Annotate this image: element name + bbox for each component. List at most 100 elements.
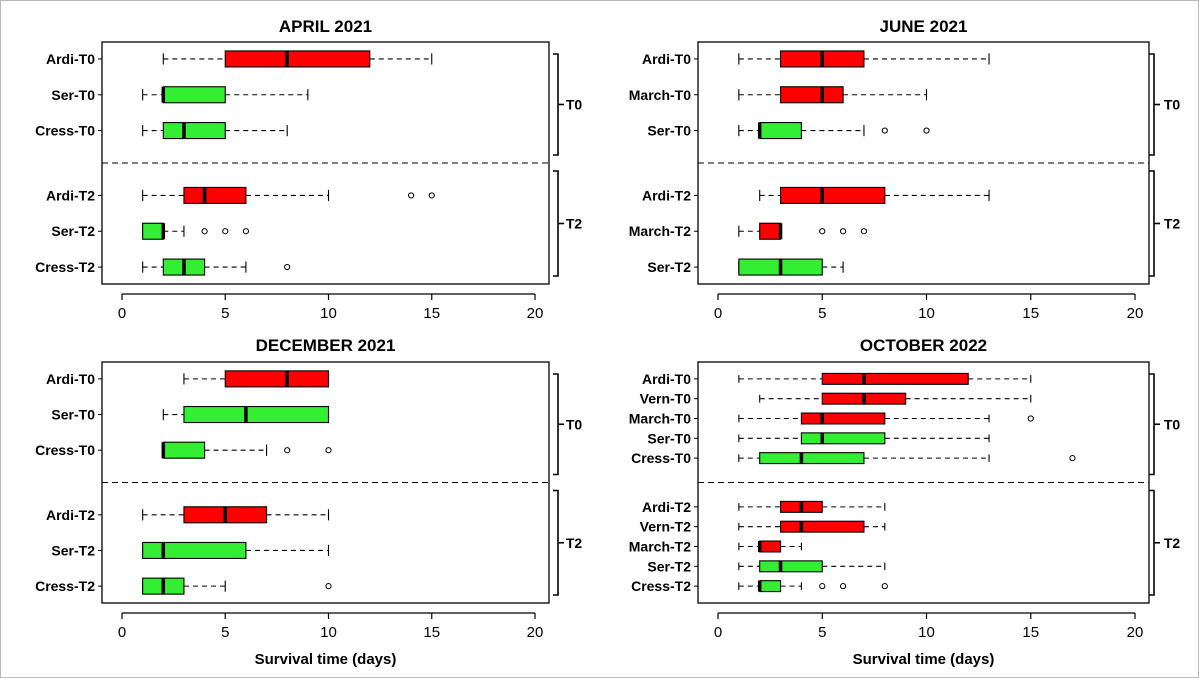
box-iqr xyxy=(759,122,802,140)
outlier-point xyxy=(860,228,868,235)
box-row-cress-t2 xyxy=(142,258,291,276)
chart-panel-4: OCTOBER 2022 Ardi-T0 Vern-T0 March-T0 Ser-T0… xyxy=(629,336,1181,668)
box-row-vern-t0 xyxy=(759,392,1032,405)
x-tick-label: 20 xyxy=(527,305,544,322)
x-tick-label: 20 xyxy=(1127,624,1144,641)
box-row-cress-t2 xyxy=(142,577,332,595)
box-iqr xyxy=(759,580,782,593)
group-bracket xyxy=(1149,489,1155,596)
outlier-point xyxy=(242,228,249,235)
x-tick-label: 5 xyxy=(818,305,826,322)
category-label: Ser-T2 xyxy=(51,223,95,239)
outlier-point xyxy=(325,583,332,590)
box-iqr xyxy=(800,412,886,425)
category-label: Cress-T2 xyxy=(35,578,95,594)
group-label: T2 xyxy=(1164,216,1181,232)
group-bracket xyxy=(553,489,559,596)
category-label: Ardi-T2 xyxy=(642,187,691,203)
category-label: March-T2 xyxy=(629,538,691,554)
box-iqr xyxy=(224,50,371,68)
category-label: Ardi-T0 xyxy=(642,371,691,387)
group-bracket xyxy=(553,170,559,277)
x-tick-label: 20 xyxy=(1127,305,1144,322)
box-iqr xyxy=(800,432,886,445)
category-label: Ardi-T0 xyxy=(642,51,691,67)
box-row-cress-t0 xyxy=(142,122,288,140)
box-row-ser-t0 xyxy=(162,405,330,424)
box-iqr xyxy=(162,86,226,104)
box-row-cress-t0 xyxy=(738,452,1076,465)
outlier-point xyxy=(408,192,415,199)
box-iqr xyxy=(183,186,247,204)
outlier-point xyxy=(819,228,826,235)
category-label: Cress-T2 xyxy=(35,259,95,275)
group-bracket xyxy=(1149,373,1155,476)
x-axis-label: Survival time (days) xyxy=(255,651,397,668)
x-tick-label: 15 xyxy=(1022,305,1039,322)
box-row-ardi-t2 xyxy=(759,186,990,204)
box-iqr xyxy=(142,541,247,560)
outlier-point xyxy=(284,263,291,271)
chart-title: OCTOBER 2022 xyxy=(860,336,987,355)
box-row-ser-t0 xyxy=(738,122,930,140)
box-row-ardi-t2 xyxy=(142,506,330,524)
category-label: Ardi-T0 xyxy=(46,51,95,67)
box-row-ardi-t0 xyxy=(183,370,330,388)
category-label: Vern-T2 xyxy=(640,519,692,535)
x-tick-label: 0 xyxy=(714,624,722,641)
group-label: T0 xyxy=(566,97,583,113)
chart-panel-3: DECEMBER 2021 Ardi-T0 Ser-T0 Cress-T0 Ardi-T… xyxy=(35,336,582,668)
category-label: Ardi-T2 xyxy=(46,187,95,203)
x-tick-label: 0 xyxy=(118,624,126,641)
box-row-vern-t2 xyxy=(738,520,886,533)
category-label: Ser-T0 xyxy=(647,123,691,139)
category-label: Vern-T0 xyxy=(640,391,692,407)
category-label: Ardi-T0 xyxy=(46,371,95,387)
x-tick-label: 0 xyxy=(118,305,126,322)
outlier-point xyxy=(819,583,826,590)
chart-title: JUNE 2021 xyxy=(880,17,968,36)
box-row-march-t2 xyxy=(738,540,802,553)
box-row-ser-t0 xyxy=(142,86,309,104)
chart-title: APRIL 2021 xyxy=(279,17,372,36)
box-row-ardi-t2 xyxy=(738,500,886,513)
x-tick-label: 10 xyxy=(320,305,337,322)
category-label: Ser-T0 xyxy=(647,430,691,446)
box-row-ardi-t0 xyxy=(738,50,990,68)
group-label: T2 xyxy=(1164,535,1181,551)
x-tick-label: 10 xyxy=(918,305,935,322)
category-label: Cress-T0 xyxy=(35,442,95,458)
outlier-point xyxy=(201,228,208,235)
outlier-point xyxy=(1069,455,1076,462)
box-iqr xyxy=(779,186,886,204)
box-row-ser-t0 xyxy=(738,432,990,445)
outlier-point xyxy=(428,192,435,199)
category-label: Ser-T0 xyxy=(51,87,95,103)
x-tick-label: 5 xyxy=(221,305,229,322)
box-row-ser-t2 xyxy=(142,541,330,560)
chart-panel-1: APRIL 2021 Ardi-T0 Ser-T0 Cress-T0 Ardi-T2 Se… xyxy=(35,17,582,322)
group-label: T2 xyxy=(566,535,583,551)
chart-panel-2: JUNE 2021 Ardi-T0 March-T0 Ser-T0 Ardi-T2 Mar… xyxy=(629,17,1181,322)
box-row-ser-t2 xyxy=(738,560,886,573)
box-iqr xyxy=(759,222,782,240)
x-tick-label: 0 xyxy=(714,305,722,322)
group-bracket xyxy=(553,373,559,476)
outlier-point xyxy=(840,228,847,235)
box-row-march-t0 xyxy=(738,412,1034,425)
outlier-point xyxy=(923,127,930,134)
box-iqr xyxy=(224,370,330,388)
category-label: Ser-T0 xyxy=(51,407,95,423)
x-tick-label: 5 xyxy=(221,624,229,641)
category-label: March-T2 xyxy=(629,223,691,239)
group-label: T0 xyxy=(1164,97,1181,113)
box-row-ardi-t0 xyxy=(162,50,433,68)
box-iqr xyxy=(162,122,226,140)
box-row-ser-t2 xyxy=(738,258,844,276)
outlier-point xyxy=(881,583,888,590)
group-bracket xyxy=(553,53,559,156)
group-label: T2 xyxy=(566,216,583,232)
box-iqr xyxy=(759,540,782,553)
x-tick-label: 15 xyxy=(423,624,440,641)
